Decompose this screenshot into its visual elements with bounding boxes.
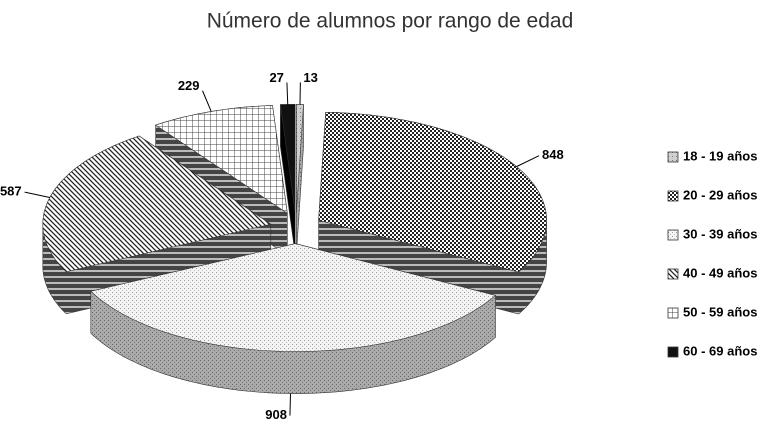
legend-swatch	[667, 307, 679, 319]
leader-line	[24, 191, 50, 199]
legend-swatch	[667, 229, 679, 241]
slice	[154, 105, 288, 214]
data-label: 27	[269, 70, 283, 85]
leader-line	[289, 393, 292, 416]
legend-swatch	[667, 190, 679, 202]
slice	[42, 135, 272, 273]
data-label: 229	[178, 78, 200, 93]
legend-label: 20 - 29 años	[683, 187, 757, 202]
legend-swatch	[667, 346, 679, 358]
leader-line	[202, 90, 212, 112]
data-label: 848	[542, 147, 564, 162]
data-label: 908	[265, 407, 287, 422]
legend-swatch	[667, 151, 679, 163]
legend-label: 60 - 69 años	[683, 343, 757, 358]
legend-swatch	[667, 268, 679, 280]
legend-label: 18 - 19 años	[683, 148, 757, 163]
data-label: 587	[0, 184, 22, 199]
slice	[90, 243, 497, 352]
leader-line	[516, 155, 540, 168]
data-label: 13	[303, 70, 317, 85]
leader-line	[286, 82, 289, 105]
legend-label: 50 - 59 años	[683, 304, 757, 319]
legend-label: 30 - 39 años	[683, 226, 757, 241]
legend-label: 40 - 49 años	[683, 265, 757, 280]
chart-title: Número de alumnos por rango de edad	[207, 10, 574, 33]
